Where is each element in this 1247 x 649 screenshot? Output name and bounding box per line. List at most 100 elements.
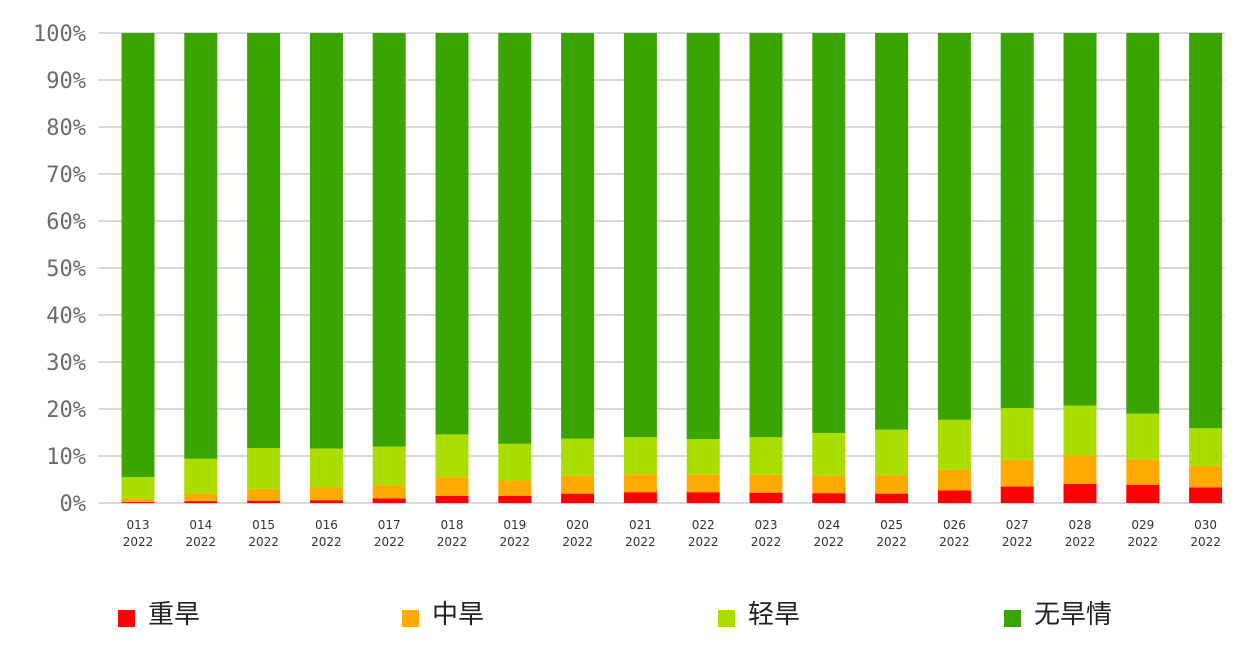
bar-segment [1126, 459, 1160, 485]
bar-segment [435, 477, 469, 496]
x-tick-label: 2022 [311, 535, 342, 549]
bar-segment [184, 501, 218, 503]
bar-stack [875, 33, 909, 503]
bar-segment [1000, 33, 1034, 409]
x-tick-label: 023 [755, 518, 778, 532]
x-tick-label: 014 [189, 518, 212, 532]
y-tick-label: 90% [46, 69, 86, 94]
x-tick-label: 021 [629, 518, 652, 532]
bar-stack [1000, 33, 1034, 503]
x-tick-label: 013 [127, 518, 150, 532]
bar-segment [1063, 405, 1097, 456]
x-tick-label: 2022 [1128, 535, 1159, 549]
bar-segment [937, 419, 971, 470]
x-tick-label: 2022 [562, 535, 593, 549]
y-tick-label: 30% [46, 351, 86, 376]
legend-item: 轻旱 [718, 600, 800, 630]
legend-item: 重旱 [118, 600, 200, 630]
bar-segment [686, 33, 720, 440]
bar-stack [561, 33, 595, 503]
bar-segment [1063, 483, 1097, 503]
x-tick-label: 026 [943, 518, 966, 532]
x-tick-label: 027 [1006, 518, 1029, 532]
bar-segment [937, 490, 971, 503]
bar-segment [247, 500, 281, 503]
bar-segment [372, 446, 406, 486]
bar-segment [247, 33, 281, 449]
bar-segment [498, 443, 532, 481]
bar-segment [561, 475, 595, 494]
legend: 重旱 中旱 轻旱 无旱情 [118, 600, 1112, 630]
bar-stack [623, 33, 657, 503]
bar-segment [435, 434, 469, 478]
x-tick-label: 019 [503, 518, 526, 532]
x-tick-label: 025 [880, 518, 903, 532]
bar-segment [749, 33, 783, 438]
bar-segment [623, 437, 657, 475]
bar-segment [1189, 33, 1223, 429]
bar-stack [498, 33, 532, 503]
bar-segment [121, 33, 155, 478]
x-tick-label: 2022 [688, 535, 719, 549]
bar-segment [247, 448, 281, 489]
bar-segment [184, 458, 218, 494]
y-tick-label: 40% [46, 304, 86, 329]
x-tick-label: 2022 [876, 535, 907, 549]
bar-segment [875, 475, 909, 494]
x-tick-label: 2022 [248, 535, 279, 549]
y-tick-label: 100% [33, 22, 86, 47]
bar-segment [309, 487, 343, 501]
bar-segment [498, 480, 532, 496]
legend-label: 轻旱 [748, 600, 800, 630]
bar-segment [749, 474, 783, 493]
legend-swatch [118, 610, 135, 627]
x-tick-label: 015 [252, 518, 275, 532]
legend-item: 无旱情 [1004, 600, 1112, 630]
y-tick-label: 20% [46, 398, 86, 423]
y-tick-label: 0% [60, 492, 87, 517]
bar-segment [1189, 487, 1223, 503]
y-tick-label: 60% [46, 210, 86, 235]
bar-segment [623, 492, 657, 503]
x-tick-label: 2022 [123, 535, 154, 549]
legend-item: 中旱 [402, 600, 484, 630]
bar-segment [1126, 484, 1160, 503]
bar-segment [1000, 408, 1034, 460]
bar-segment [686, 492, 720, 503]
bar-segment [121, 477, 155, 499]
bar-segment [247, 488, 281, 501]
y-tick-label: 10% [46, 445, 86, 470]
bar-segment [1126, 33, 1160, 414]
bar-segment [498, 33, 532, 444]
legend-swatch [718, 610, 735, 627]
bar-segment [184, 493, 218, 502]
bar-segment [749, 492, 783, 503]
bar-stack [184, 33, 218, 503]
bar-segment [372, 498, 406, 503]
bar-segment [561, 438, 595, 476]
bar-segment [875, 493, 909, 503]
x-tick-label: 020 [566, 518, 589, 532]
bar-segment [812, 475, 846, 494]
bar-segment [623, 474, 657, 493]
x-tick-label: 2022 [1002, 535, 1033, 549]
bar-segment [875, 429, 909, 476]
bar-segment [1000, 459, 1034, 487]
bar-stack [749, 33, 783, 503]
y-axis-ticks: 0% 10% 20% 30% 40% 50% 60% 70% 80% 90% 100% [33, 22, 86, 517]
bar-segment [561, 493, 595, 503]
bar-segment [1189, 428, 1223, 466]
bar-stack [1063, 33, 1097, 503]
bar-stack [247, 33, 281, 503]
x-tick-label: 016 [315, 518, 338, 532]
bar-stack [435, 33, 469, 503]
x-tick-label: 024 [817, 518, 840, 532]
x-tick-label: 2022 [939, 535, 970, 549]
bar-segment [623, 33, 657, 438]
legend-label: 无旱情 [1034, 600, 1112, 630]
legend-swatch [1004, 610, 1021, 627]
bar-segment [1126, 413, 1160, 460]
bar-segment [812, 33, 846, 433]
